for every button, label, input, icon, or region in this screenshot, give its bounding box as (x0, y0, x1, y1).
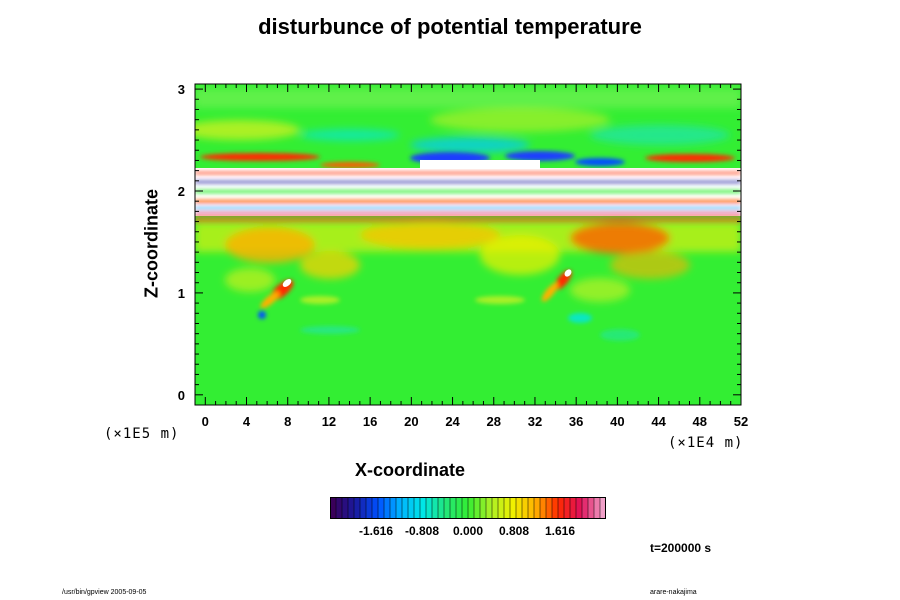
colorbar-cell (516, 497, 523, 519)
colorbar-cell (360, 497, 367, 519)
colorbar-cell (564, 497, 571, 519)
colorbar-cell (504, 497, 511, 519)
colorbar-cell (432, 497, 439, 519)
time-label: t=200000 s (650, 541, 712, 555)
colorbar-cell (468, 497, 475, 519)
colorbar-cell (522, 497, 529, 519)
colorbar-tick-label: 0.000 (452, 524, 484, 538)
colorbar-cell (540, 497, 547, 519)
y-tick-label: 1 (178, 286, 185, 301)
colorbar-tick-label: 1.616 (544, 524, 576, 538)
colorbar-cell (594, 497, 601, 519)
colorbar-cell (408, 497, 415, 519)
colorbar-cell (336, 497, 343, 519)
colorbar-cell (552, 497, 559, 519)
colorbar-cell (570, 497, 577, 519)
colorbar-cell (510, 497, 517, 519)
x-tick-label: 20 (404, 414, 418, 429)
colorbar-cell (402, 497, 409, 519)
colorbar-cell (498, 497, 505, 519)
colorbar-cell (330, 497, 337, 519)
colorbar-frame (330, 497, 606, 519)
colorbar (330, 497, 606, 519)
x-tick-label: 52 (734, 414, 748, 429)
footer-left: /usr/bin/gpview 2005-09-05 (62, 589, 147, 596)
colorbar-cell (600, 497, 606, 519)
x-tick-label: 44 (651, 414, 666, 429)
colorbar-cell (456, 497, 463, 519)
x-tick-label: 16 (363, 414, 377, 429)
colorbar-cell (582, 497, 589, 519)
x-tick-label: 4 (243, 414, 251, 429)
colorbar-cell (438, 497, 445, 519)
footer-right: arare-nakajima (650, 589, 697, 596)
colorbar-cell (558, 497, 565, 519)
chart-title: disturbunce of potential temperature (258, 14, 642, 39)
plot-frame (194, 83, 742, 406)
x-axis-unit: (×1E4 m) (668, 435, 744, 451)
y-tick-label: 0 (178, 388, 185, 403)
colorbar-cell (576, 497, 583, 519)
colorbar-cell (528, 497, 535, 519)
colorbar-tick-label: -1.616 (358, 524, 394, 538)
colorbar-cell (372, 497, 379, 519)
colorbar-tick-label: -0.808 (404, 524, 440, 538)
colorbar-cell (450, 497, 457, 519)
y-tick-label: 2 (178, 184, 185, 199)
colorbar-cell (462, 497, 469, 519)
colorbar-cell (480, 497, 487, 519)
colorbar-cell (426, 497, 433, 519)
colorbar-cell (492, 497, 499, 519)
y-tick-label: 3 (178, 82, 185, 97)
x-axis-label: X-coordinate (354, 460, 465, 480)
y-axis-unit: (×1E5 m) (104, 426, 180, 442)
colorbar-cell (390, 497, 397, 519)
colorbar-cell (534, 497, 541, 519)
colorbar-cell (444, 497, 451, 519)
x-tick-label: 28 (487, 414, 501, 429)
x-tick-label: 24 (445, 414, 460, 429)
x-tick-label: 48 (693, 414, 707, 429)
x-tick-label: 8 (284, 414, 291, 429)
colorbar-cell (486, 497, 493, 519)
colorbar-cell (546, 497, 553, 519)
colorbar-cell (378, 497, 385, 519)
colorbar-cell (366, 497, 373, 519)
x-tick-label: 40 (610, 414, 624, 429)
y-axis-label: Z-coordinate (141, 189, 162, 299)
x-tick-label: 0 (202, 414, 209, 429)
colorbar-cell (396, 497, 403, 519)
colorbar-cell (348, 497, 355, 519)
heatmap-field (195, 84, 741, 405)
colorbar-tick-label: 0.808 (498, 524, 530, 538)
colorbar-cell (420, 497, 427, 519)
x-tick-label: 12 (322, 414, 336, 429)
colorbar-cell (588, 497, 595, 519)
colorbar-cell (474, 497, 481, 519)
colorbar-cell (414, 497, 421, 519)
colorbar-cell (354, 497, 361, 519)
colorbar-cell (342, 497, 349, 519)
x-tick-label: 36 (569, 414, 583, 429)
x-tick-label: 32 (528, 414, 542, 429)
colorbar-cell (384, 497, 391, 519)
